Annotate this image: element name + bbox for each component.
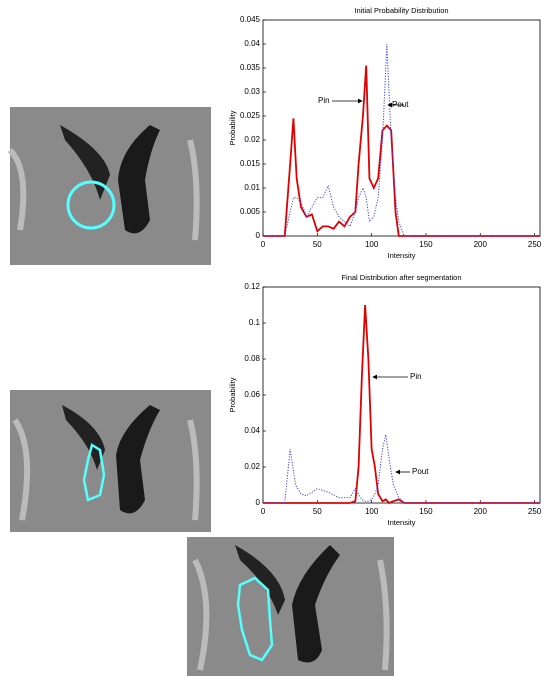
y-tick-label: 0.04	[244, 426, 260, 435]
x-tick-label: 0	[261, 240, 266, 249]
y-tick-label: 0.025	[240, 111, 261, 120]
series-line	[263, 43, 540, 237]
y-tick-label: 0.015	[240, 159, 261, 168]
y-tick-label: 0.005	[240, 207, 261, 216]
y-tick-label: 0.02	[244, 462, 260, 471]
y-tick-label: 0.03	[244, 87, 260, 96]
series-line	[263, 65, 540, 237]
y-tick-label: 0.06	[244, 390, 260, 399]
x-tick-label: 0	[261, 507, 266, 516]
y-axis-label: Probability	[228, 110, 237, 145]
y-tick-label: 0.04	[244, 39, 260, 48]
y-tick-label: 0.12	[244, 282, 260, 291]
x-tick-label: 200	[474, 507, 488, 516]
x-axis-label: Intensity	[388, 251, 416, 260]
series-line	[263, 304, 540, 505]
y-tick-label: 0.08	[244, 354, 260, 363]
annotation: Pin	[410, 372, 422, 381]
y-tick-label: 0	[256, 231, 261, 240]
y-tick-label: 0.045	[240, 15, 261, 24]
chart-title: Initial Probability Distribution	[354, 6, 448, 15]
y-tick-label: 0.02	[244, 135, 260, 144]
y-tick-label: 0.1	[249, 318, 261, 327]
y-axis-label: Probability	[228, 377, 237, 412]
x-tick-label: 150	[419, 507, 433, 516]
series-line	[263, 434, 540, 504]
mri-image-final	[187, 537, 394, 676]
x-tick-label: 50	[313, 507, 322, 516]
x-tick-label: 150	[419, 240, 433, 249]
y-tick-label: 0	[256, 498, 261, 507]
y-tick-label: 0.035	[240, 63, 261, 72]
mri-image-intermediate	[10, 390, 211, 532]
plot-frame	[262, 19, 541, 237]
x-tick-label: 100	[365, 507, 379, 516]
y-tick-label: 0.01	[244, 183, 260, 192]
chart-title: Final Distribution after segmentation	[341, 273, 461, 282]
mri-image-initial	[7, 107, 211, 265]
x-tick-label: 250	[528, 240, 542, 249]
x-tick-label: 250	[528, 507, 542, 516]
annotation: Pout	[412, 467, 429, 476]
x-tick-label: 50	[313, 240, 322, 249]
annotation: Pin	[318, 96, 330, 105]
plot-frame	[262, 286, 541, 504]
x-tick-label: 100	[365, 240, 379, 249]
x-axis-label: Intensity	[388, 518, 416, 527]
x-tick-label: 200	[474, 240, 488, 249]
